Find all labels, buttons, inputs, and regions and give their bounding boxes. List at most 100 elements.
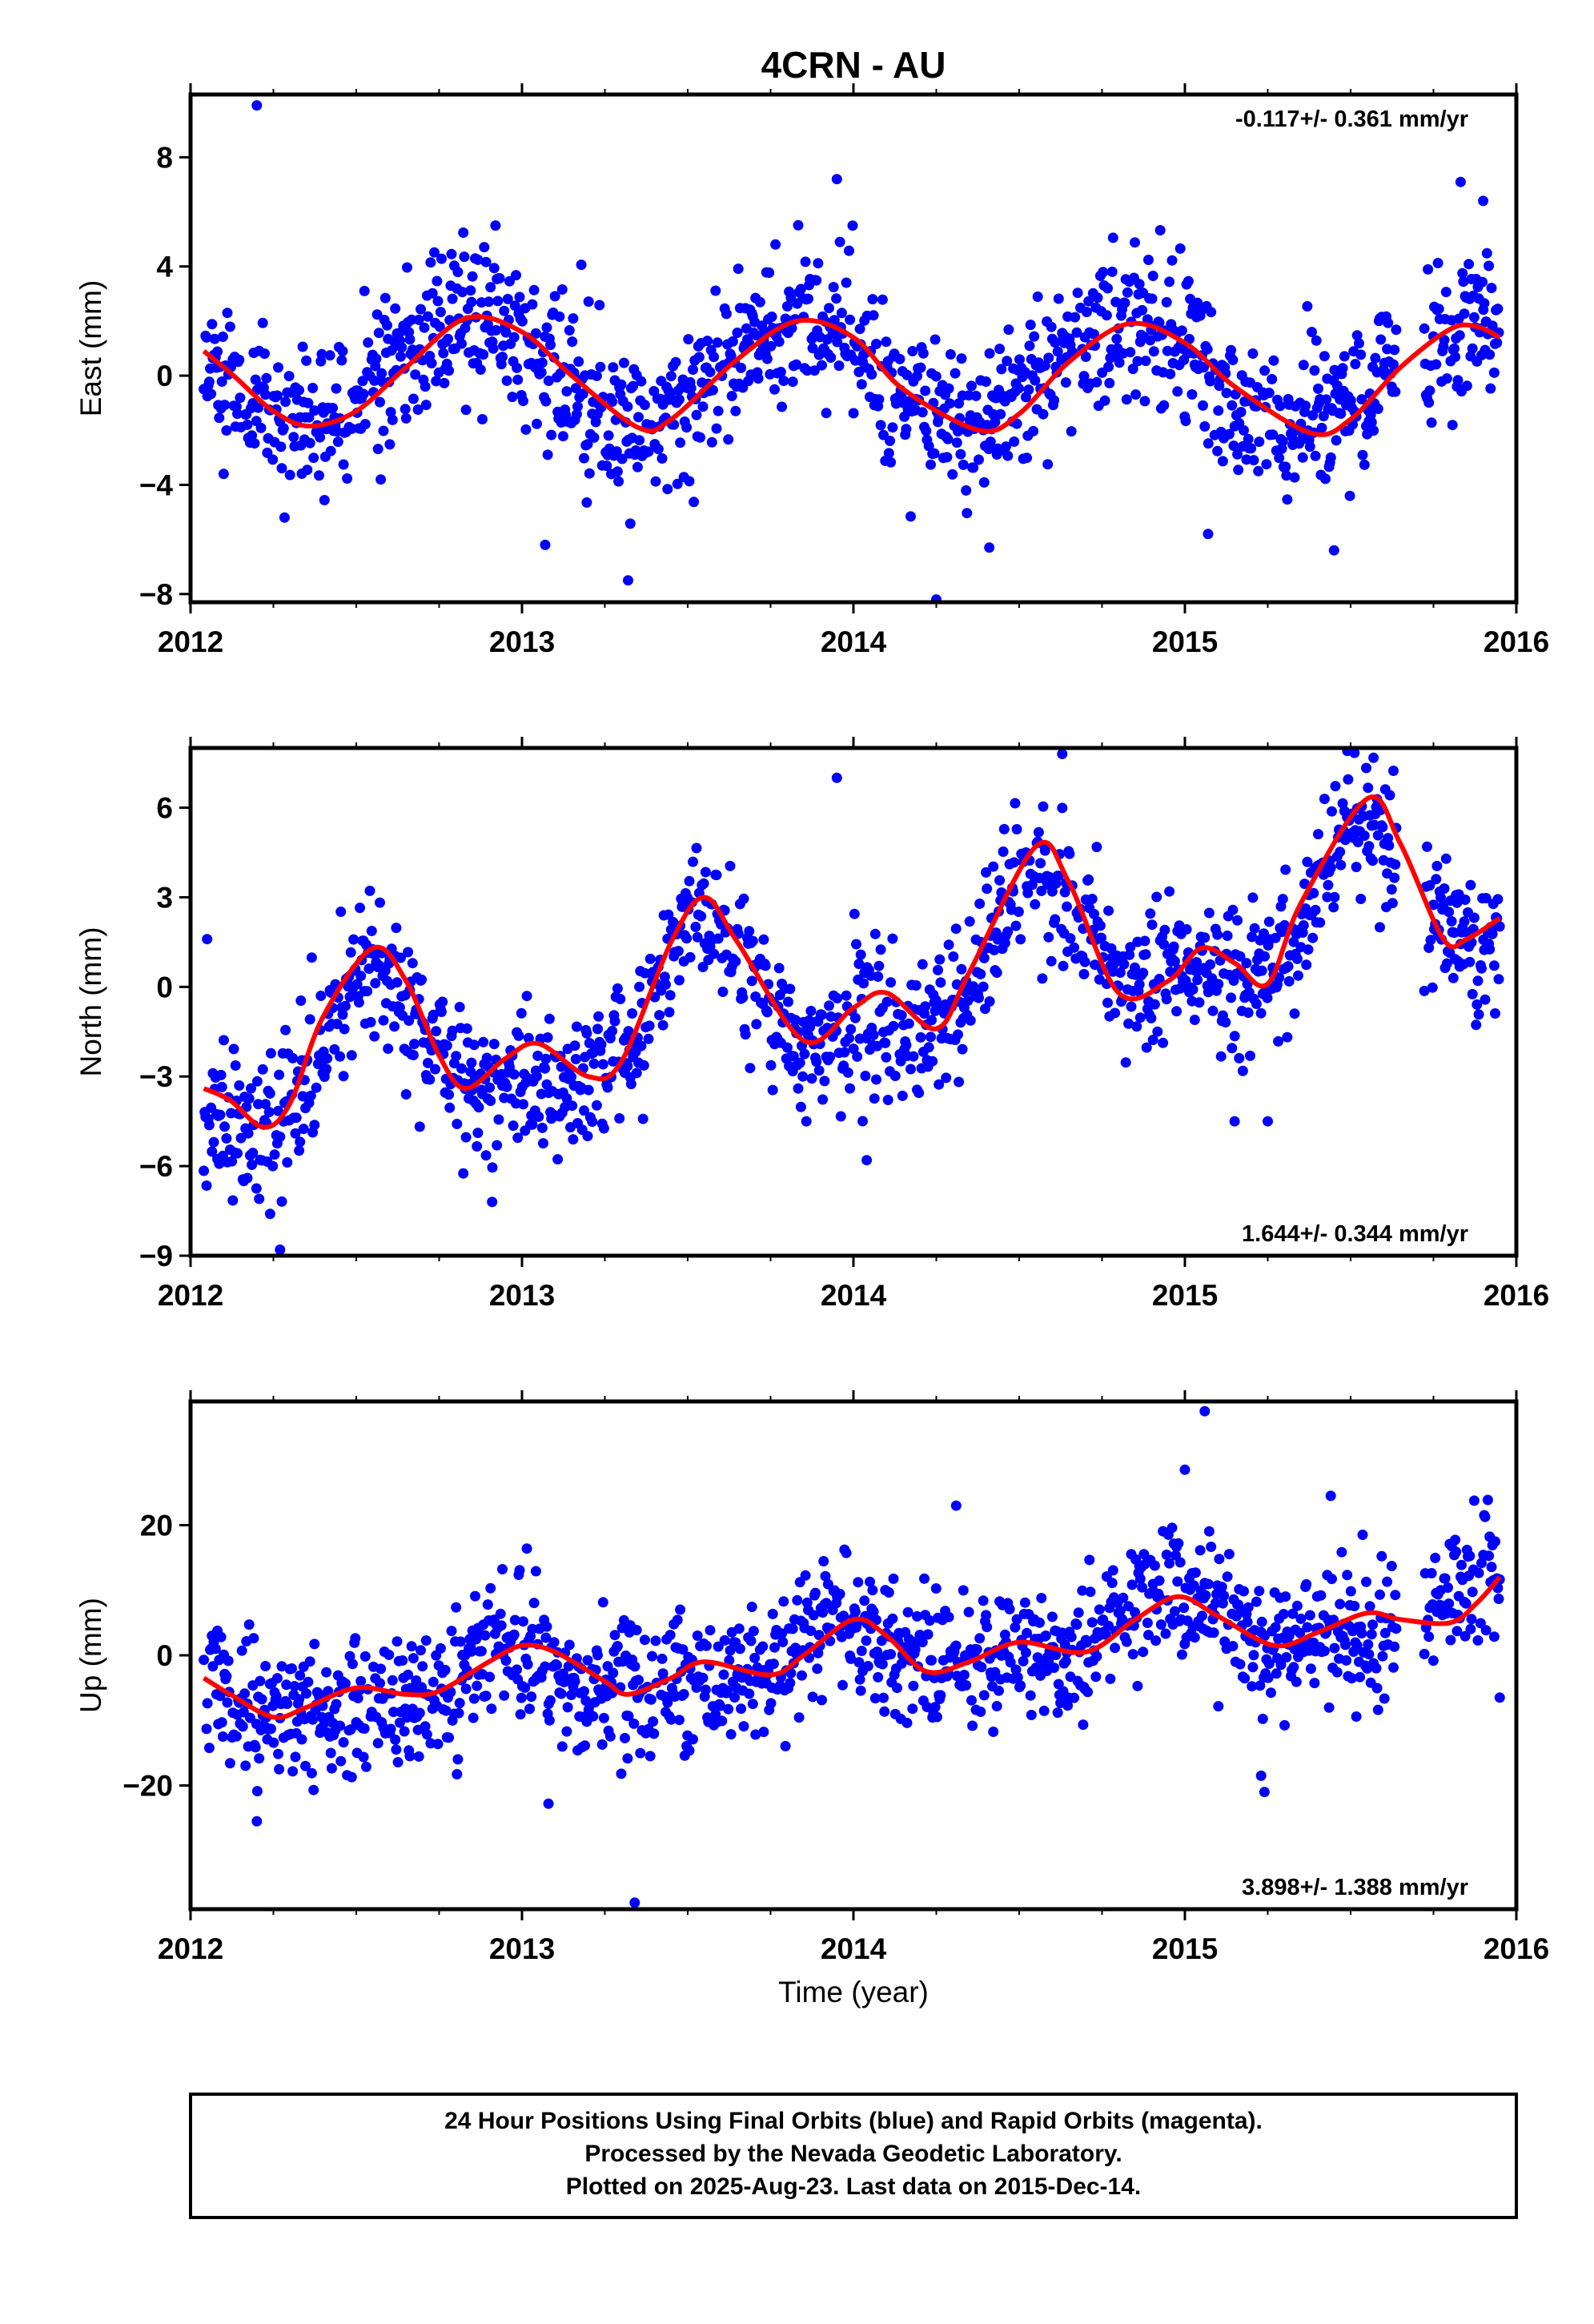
up-data-point [644,1751,656,1762]
up-data-point [1062,1700,1074,1711]
up-data-point [597,1597,608,1608]
north-data-point [811,1056,822,1068]
up-data-point [207,1661,219,1672]
north-data-point [561,1093,572,1104]
north-data-point [1480,994,1491,1005]
east-data-point [929,448,940,459]
north-data-point [684,875,695,887]
up-data-point [1049,1663,1060,1673]
east-data-point [1139,396,1150,407]
north-data-point [1472,999,1483,1010]
east-data-point [1350,359,1361,370]
north-data-point [414,1121,425,1132]
up-data-point [873,1671,884,1683]
up-data-point [921,1702,933,1712]
east-data-point [1261,459,1272,470]
east-data-point [259,348,270,360]
up-data-point [1100,1629,1111,1640]
up-data-point [562,1702,573,1713]
north-data-point [451,1051,462,1062]
up-data-point [1038,1705,1050,1716]
north-data-point [913,1088,925,1099]
up-data-point [902,1606,913,1618]
east-data-point [961,485,972,496]
east-data-point [1110,296,1122,308]
up-data-point [917,1637,928,1647]
east-data-point [410,369,421,380]
east-data-point [950,368,961,379]
east-data-point [1107,232,1118,243]
north-data-point [598,1123,609,1134]
east-data-point [656,453,668,464]
north-data-point [488,1039,500,1050]
north-data-point [1124,949,1135,960]
east-data-point [761,353,773,364]
up-data-point [231,1731,242,1742]
north-data-point [868,1029,879,1040]
east-data-point [1130,389,1142,400]
north-data-point [466,1057,477,1068]
north-data-point [1086,894,1098,904]
up-data-point [1073,1607,1084,1618]
east-data-point [1232,448,1243,460]
east-data-point [472,254,484,265]
east-data-point [1083,296,1094,307]
east-data-point [1486,283,1497,294]
north-data-point [492,1140,503,1151]
east-data-point [378,425,389,436]
up-data-point [1450,1534,1461,1546]
up-data-point [484,1671,496,1683]
east-data-point [636,376,647,387]
north-data-point [1459,895,1471,905]
up-data-point [734,1643,745,1655]
east-data-point [1351,330,1363,341]
up-data-point [961,1680,972,1691]
up-data-point [403,1669,414,1680]
north-data-point [871,1074,881,1085]
north-data-point [1352,837,1363,847]
east-data-point [446,248,457,259]
up-x-tick-label: 2016 [1484,1932,1549,1965]
north-data-point [521,991,532,1002]
east-data-point [1148,346,1159,357]
up-data-point [765,1698,777,1709]
north-data-point [1363,841,1375,852]
up-data-point [1459,1630,1471,1642]
east-outlier-point [218,468,229,480]
east-data-point [595,361,606,372]
north-data-point [1274,972,1285,983]
east-data-point [632,461,643,472]
east-data-point [390,303,401,314]
north-data-point [391,923,402,934]
north-data-point [673,946,684,957]
north-data-point [681,933,693,944]
east-data-point [1066,426,1077,437]
north-data-point [1389,872,1400,883]
north-data-point [346,1050,357,1061]
up-data-point [372,1738,383,1749]
up-data-point [201,1723,212,1735]
north-data-point [989,944,1000,955]
north-data-point [400,1089,412,1100]
east-data-point [314,470,324,481]
east-data-point [877,294,888,305]
east-outlier-point [1203,529,1214,540]
north-data-point [1427,899,1439,911]
north-data-point [207,1146,218,1157]
north-rate-label: 1.644+/- 0.344 mm/yr [1242,1221,1468,1247]
east-data-point [1154,225,1166,235]
up-data-point [892,1683,902,1694]
up-outlier-point [543,1798,554,1809]
north-data-point [540,1063,551,1074]
up-data-point [1295,1627,1306,1638]
north-data-point [1212,929,1223,940]
up-data-point [1178,1602,1190,1614]
east-data-point [885,456,897,468]
up-data-point [1488,1631,1500,1642]
up-data-point [805,1626,817,1636]
east-data-point [1127,364,1138,375]
up-data-point [1134,1574,1146,1584]
north-data-point [331,1019,343,1030]
up-data-point [817,1607,829,1618]
